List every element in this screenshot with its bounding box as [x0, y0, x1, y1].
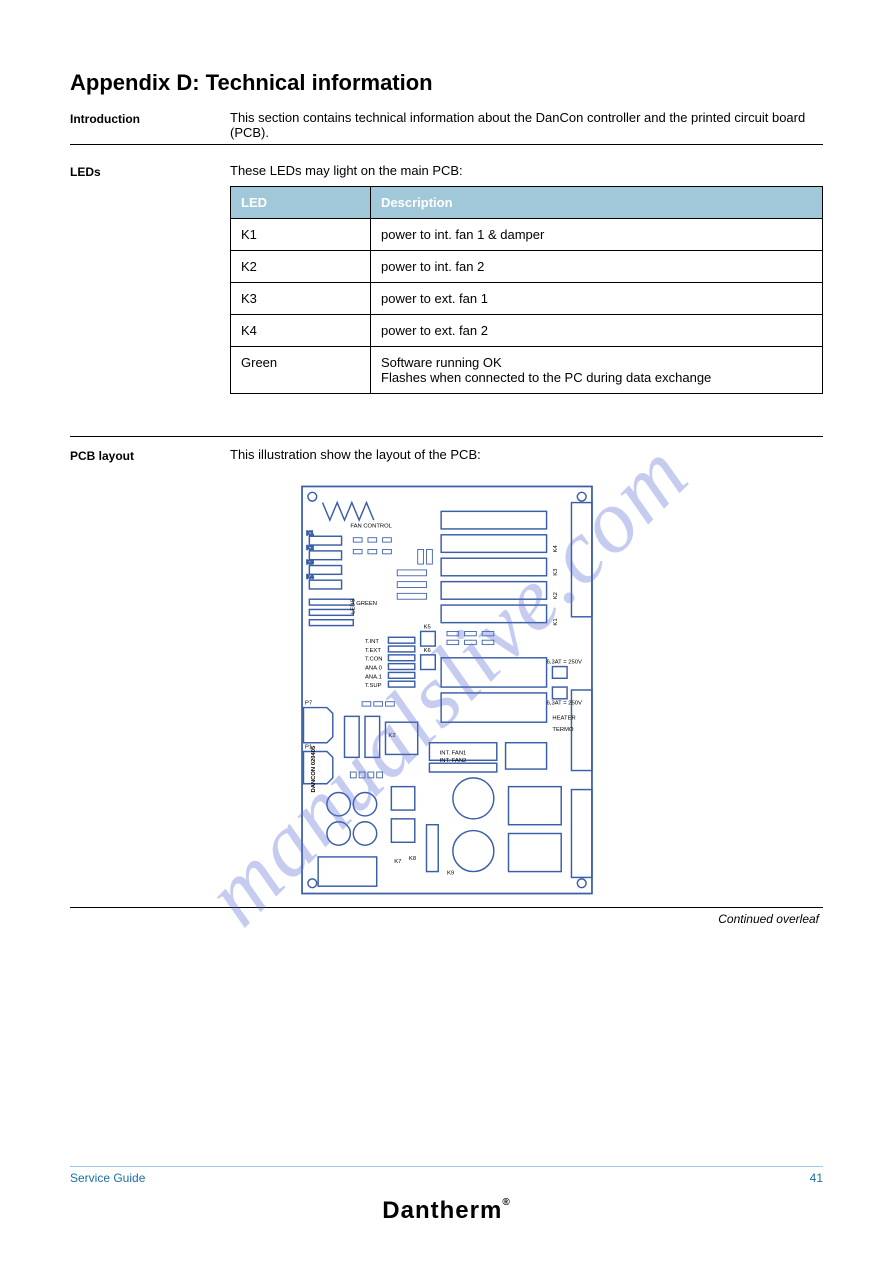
svg-text:K9: K9 [447, 871, 454, 877]
svg-text:ANA.1: ANA.1 [365, 674, 382, 680]
intro-text: This section contains technical informat… [230, 110, 823, 140]
table-row: K3 power to ext. fan 1 [231, 283, 823, 315]
svg-text:INT. FAN1: INT. FAN1 [439, 750, 466, 756]
table-row: K4 power to ext. fan 2 [231, 315, 823, 347]
svg-text:GREEN: GREEN [356, 601, 377, 607]
intro-label: Introduction [70, 110, 230, 140]
table-row: K1 power to int. fan 1 & damper [231, 219, 823, 251]
pcb-diagram: FAN CONTROL K1 K2 K3 K4 K1 K2 K3 K4 [297, 485, 597, 895]
svg-text:HEATER: HEATER [552, 715, 575, 721]
svg-text:K6: K6 [423, 648, 430, 654]
svg-text:K3: K3 [552, 569, 558, 576]
page-title: Appendix D: Technical information [70, 70, 823, 96]
svg-text:K7: K7 [394, 859, 401, 865]
svg-text:K3: K3 [306, 560, 313, 566]
svg-text:FAN CONTROL: FAN CONTROL [350, 523, 392, 529]
svg-text:LEDS: LEDS [350, 598, 356, 613]
svg-text:K4: K4 [306, 575, 314, 581]
svg-text:TERMO: TERMO [552, 727, 574, 733]
svg-text:K1: K1 [552, 618, 558, 625]
table-row: K2 power to int. fan 2 [231, 251, 823, 283]
svg-text:K2: K2 [306, 545, 313, 551]
svg-text:ANA.0: ANA.0 [365, 666, 383, 672]
svg-text:K5: K5 [423, 625, 430, 631]
svg-text:K8: K8 [408, 856, 415, 862]
svg-text:T.INT: T.INT [365, 639, 379, 645]
pcb-layout-label: PCB layout [70, 447, 230, 463]
svg-text:6,3AT = 250V: 6,3AT = 250V [546, 701, 581, 707]
led-th-1: LED [231, 187, 371, 219]
footer-page-number: 41 [810, 1171, 823, 1185]
svg-text:P7: P7 [304, 701, 311, 707]
svg-text:T.EXT: T.EXT [365, 648, 381, 654]
svg-text:6,3AT = 250V: 6,3AT = 250V [546, 660, 581, 666]
footer-left: Service Guide [70, 1171, 145, 1185]
svg-text:K1: K1 [306, 531, 313, 537]
table-row: Green Software running OK Flashes when c… [231, 347, 823, 394]
leds-label: LEDs [70, 163, 230, 394]
svg-text:K4: K4 [552, 544, 558, 552]
led-table: LED Description K1 power to int. fan 1 &… [230, 186, 823, 394]
leds-intro: These LEDs may light on the main PCB: [230, 163, 823, 178]
brand-logo: Dantherm® [0, 1197, 893, 1225]
page-footer: Service Guide 41 Dantherm® [0, 1166, 893, 1225]
svg-text:K2: K2 [388, 733, 395, 739]
svg-text:T.SUP: T.SUP [365, 683, 382, 689]
pcb-layout-text: This illustration show the layout of the… [230, 447, 823, 463]
svg-text:INT. FAN2: INT. FAN2 [439, 758, 466, 764]
svg-text:T.CON: T.CON [365, 657, 383, 663]
pcb-board-caption: DANCON 020405 [311, 745, 317, 793]
continued-overleaf: Continued overleaf [70, 912, 823, 926]
svg-text:K2: K2 [552, 592, 558, 599]
led-th-2: Description [371, 187, 823, 219]
